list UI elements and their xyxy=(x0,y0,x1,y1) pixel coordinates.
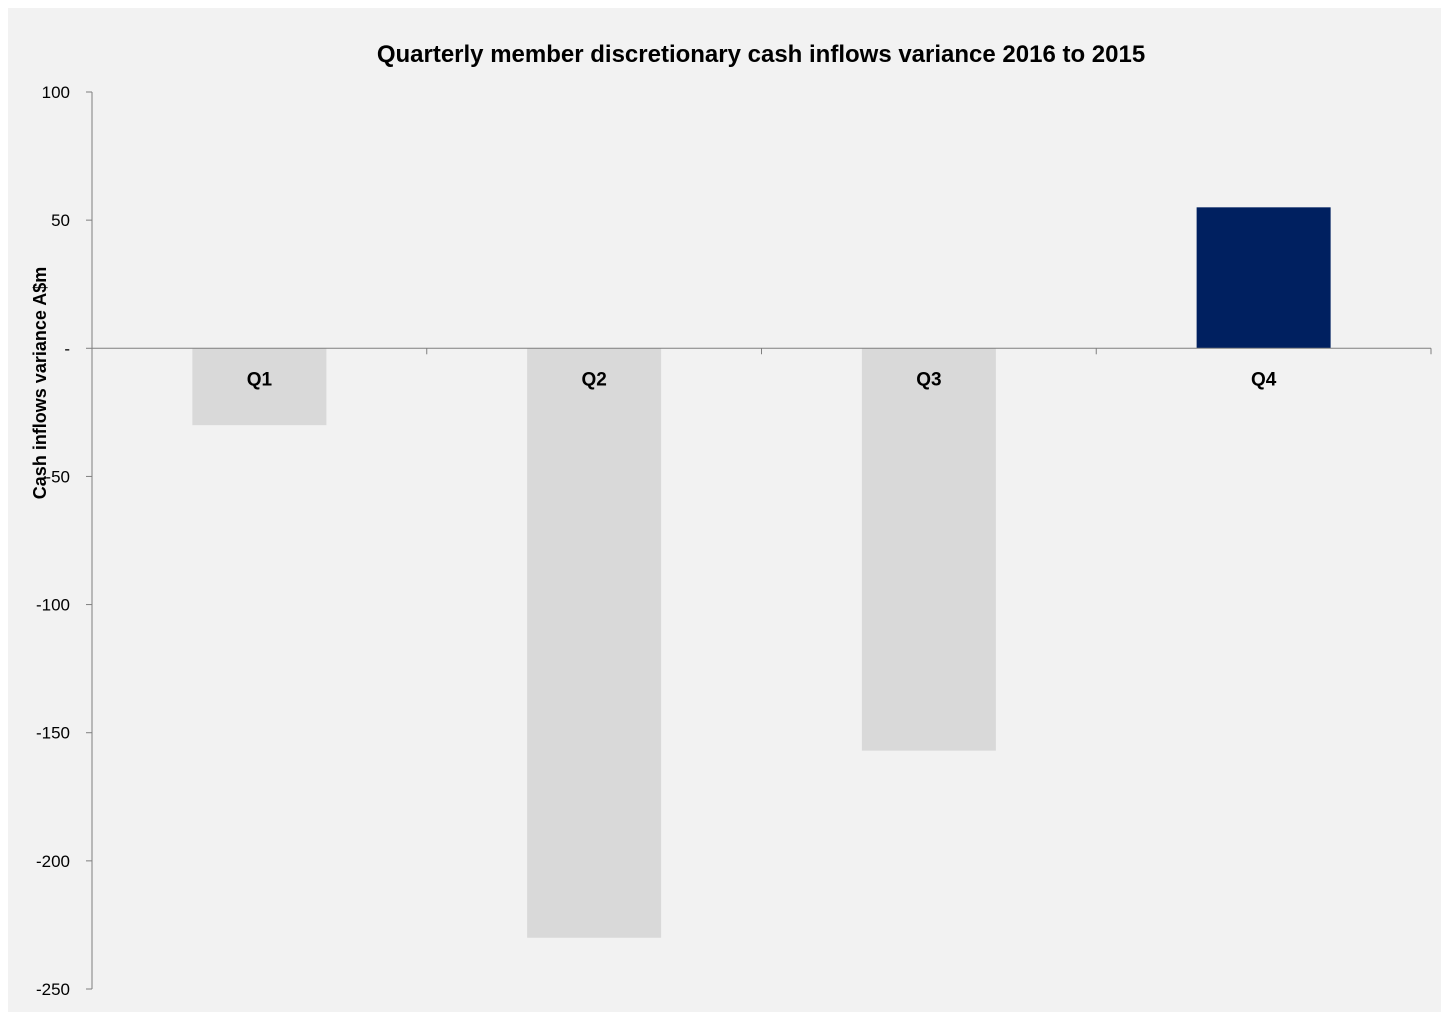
category-label-q4: Q4 xyxy=(1251,369,1277,390)
y-tick-label: -250 xyxy=(36,980,70,999)
bar-chart: Quarterly member discretionary cash infl… xyxy=(30,41,1432,999)
category-label-q2: Q2 xyxy=(581,369,606,390)
y-axis: 100 50 - -50 -100 -150 -200 -250 xyxy=(36,83,93,999)
y-tick-label: - xyxy=(64,339,70,358)
y-tick-label: -150 xyxy=(36,724,70,743)
y-axis-label: Cash inflows variance A$m xyxy=(30,267,50,499)
chart-area: Quarterly member discretionary cash infl… xyxy=(8,8,1441,1012)
y-tick-label: -200 xyxy=(36,852,70,871)
y-tick-label: -50 xyxy=(45,467,70,486)
y-tick-label: 100 xyxy=(42,83,70,102)
chart-title: Quarterly member discretionary cash infl… xyxy=(377,41,1145,68)
category-label-q1: Q1 xyxy=(247,369,273,390)
bar-q4 xyxy=(1196,207,1331,349)
y-tick-label: -100 xyxy=(36,596,70,615)
y-tick-label: 50 xyxy=(51,211,70,230)
x-axis xyxy=(91,347,1432,355)
bars-group xyxy=(192,207,1331,938)
bar-q1 xyxy=(192,348,327,426)
bar-q2 xyxy=(527,348,662,938)
category-labels: Q1 Q2 Q3 Q4 xyxy=(247,369,1277,390)
bar-q3 xyxy=(861,348,996,751)
category-label-q3: Q3 xyxy=(916,369,941,390)
